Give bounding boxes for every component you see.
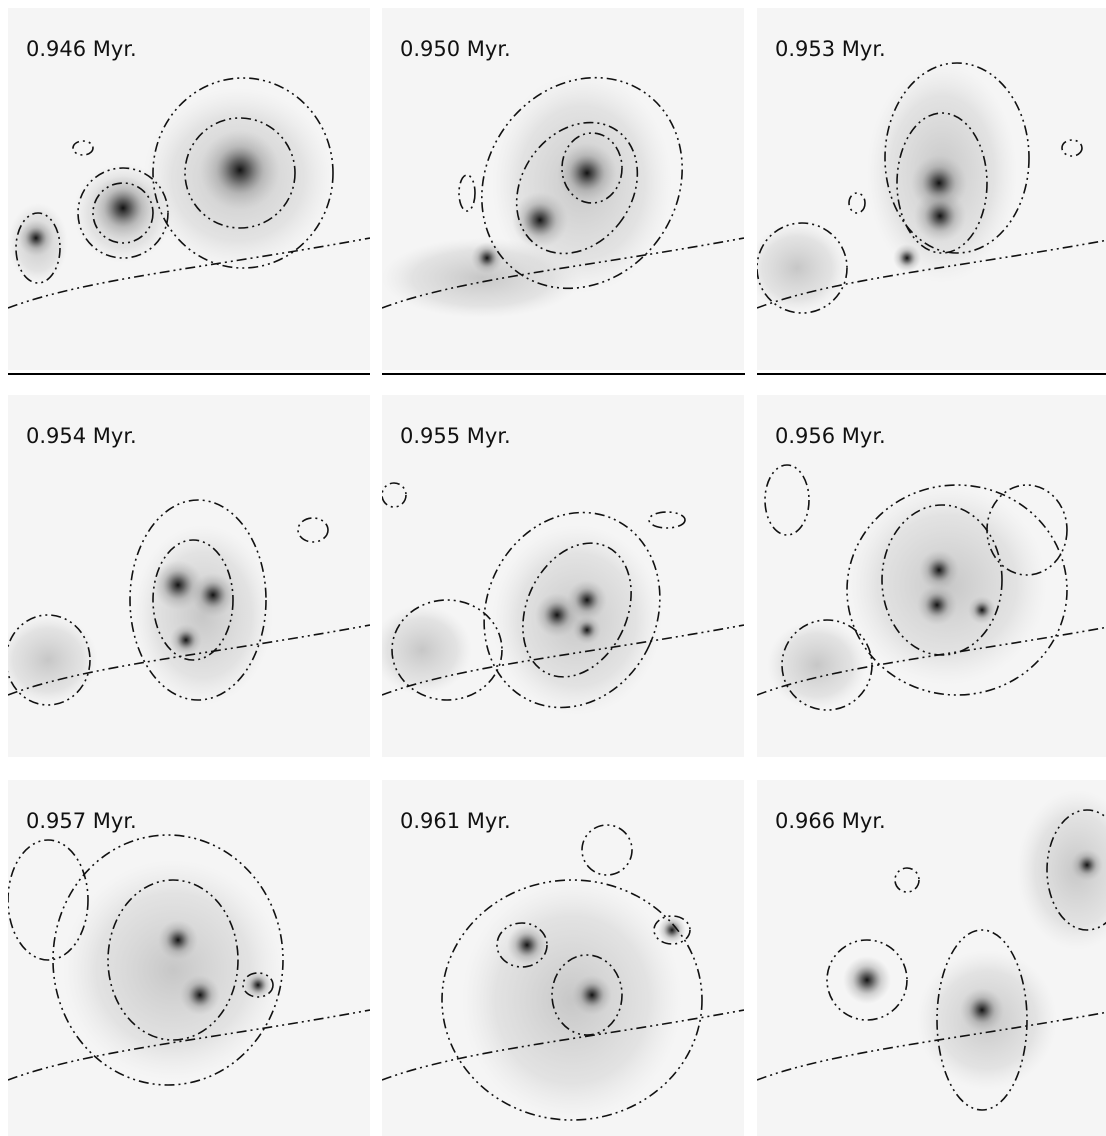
density-core [919, 550, 959, 590]
density-core [158, 920, 198, 960]
panel-image [757, 780, 1106, 1136]
time-label: 0.957 Myr. [26, 809, 137, 833]
panel-image [0, 395, 370, 757]
panel: 0.955 Myr. [372, 395, 744, 757]
density-core [180, 975, 220, 1015]
density-core [893, 244, 921, 272]
density-core [960, 988, 1004, 1032]
density-core [968, 596, 996, 624]
density-halo [63, 860, 283, 1080]
time-label: 0.953 Myr. [775, 37, 886, 61]
time-label: 0.961 Myr. [400, 809, 511, 833]
panel: 0.961 Myr. [382, 780, 744, 1136]
panel: 0.954 Myr. [0, 395, 370, 757]
density-core [573, 616, 601, 644]
panel-image [8, 780, 370, 1136]
figure: 0.946 Myr. 0.950 Myr. 0.953 Myr. 0.954 Myr.… [0, 0, 1106, 1136]
panel-image [382, 8, 744, 370]
density-halo [767, 620, 867, 710]
density-core [91, 176, 155, 240]
panel-image [747, 8, 1106, 370]
density-core [658, 916, 686, 944]
panel: 0.957 Myr. [8, 780, 370, 1136]
density-halo [747, 223, 847, 313]
time-label: 0.956 Myr. [775, 424, 886, 448]
density-core [567, 580, 607, 620]
density-core [512, 192, 568, 248]
density-core [917, 585, 957, 625]
density-halo [0, 615, 98, 705]
panel: 0.953 Myr. [747, 8, 1106, 370]
time-label: 0.955 Myr. [400, 424, 511, 448]
panel-image [372, 395, 744, 757]
density-core [914, 190, 966, 242]
panel-image [8, 8, 370, 370]
panel: 0.966 Myr. [757, 780, 1106, 1136]
page: {"panels": [ {"label": "0.946 Myr."}, {"… [0, 0, 1106, 1136]
density-core [18, 220, 54, 256]
density-core [471, 242, 503, 274]
density-core [170, 624, 202, 656]
density-halo [133, 525, 273, 705]
panel: 0.946 Myr. [8, 8, 370, 370]
density-core [1071, 849, 1103, 881]
density-halo [462, 880, 682, 1120]
density-core [200, 130, 280, 210]
panel-image [382, 780, 744, 1136]
panel-image [757, 395, 1106, 757]
panel: 0.956 Myr. [757, 395, 1106, 757]
density-halo [372, 605, 472, 695]
panel: 0.950 Myr. [382, 8, 744, 370]
time-label: 0.946 Myr. [26, 37, 137, 61]
time-label: 0.950 Myr. [400, 37, 511, 61]
time-label: 0.954 Myr. [26, 424, 137, 448]
density-core [191, 573, 235, 617]
time-label: 0.966 Myr. [775, 809, 886, 833]
density-core [843, 956, 891, 1004]
density-core [572, 975, 612, 1015]
